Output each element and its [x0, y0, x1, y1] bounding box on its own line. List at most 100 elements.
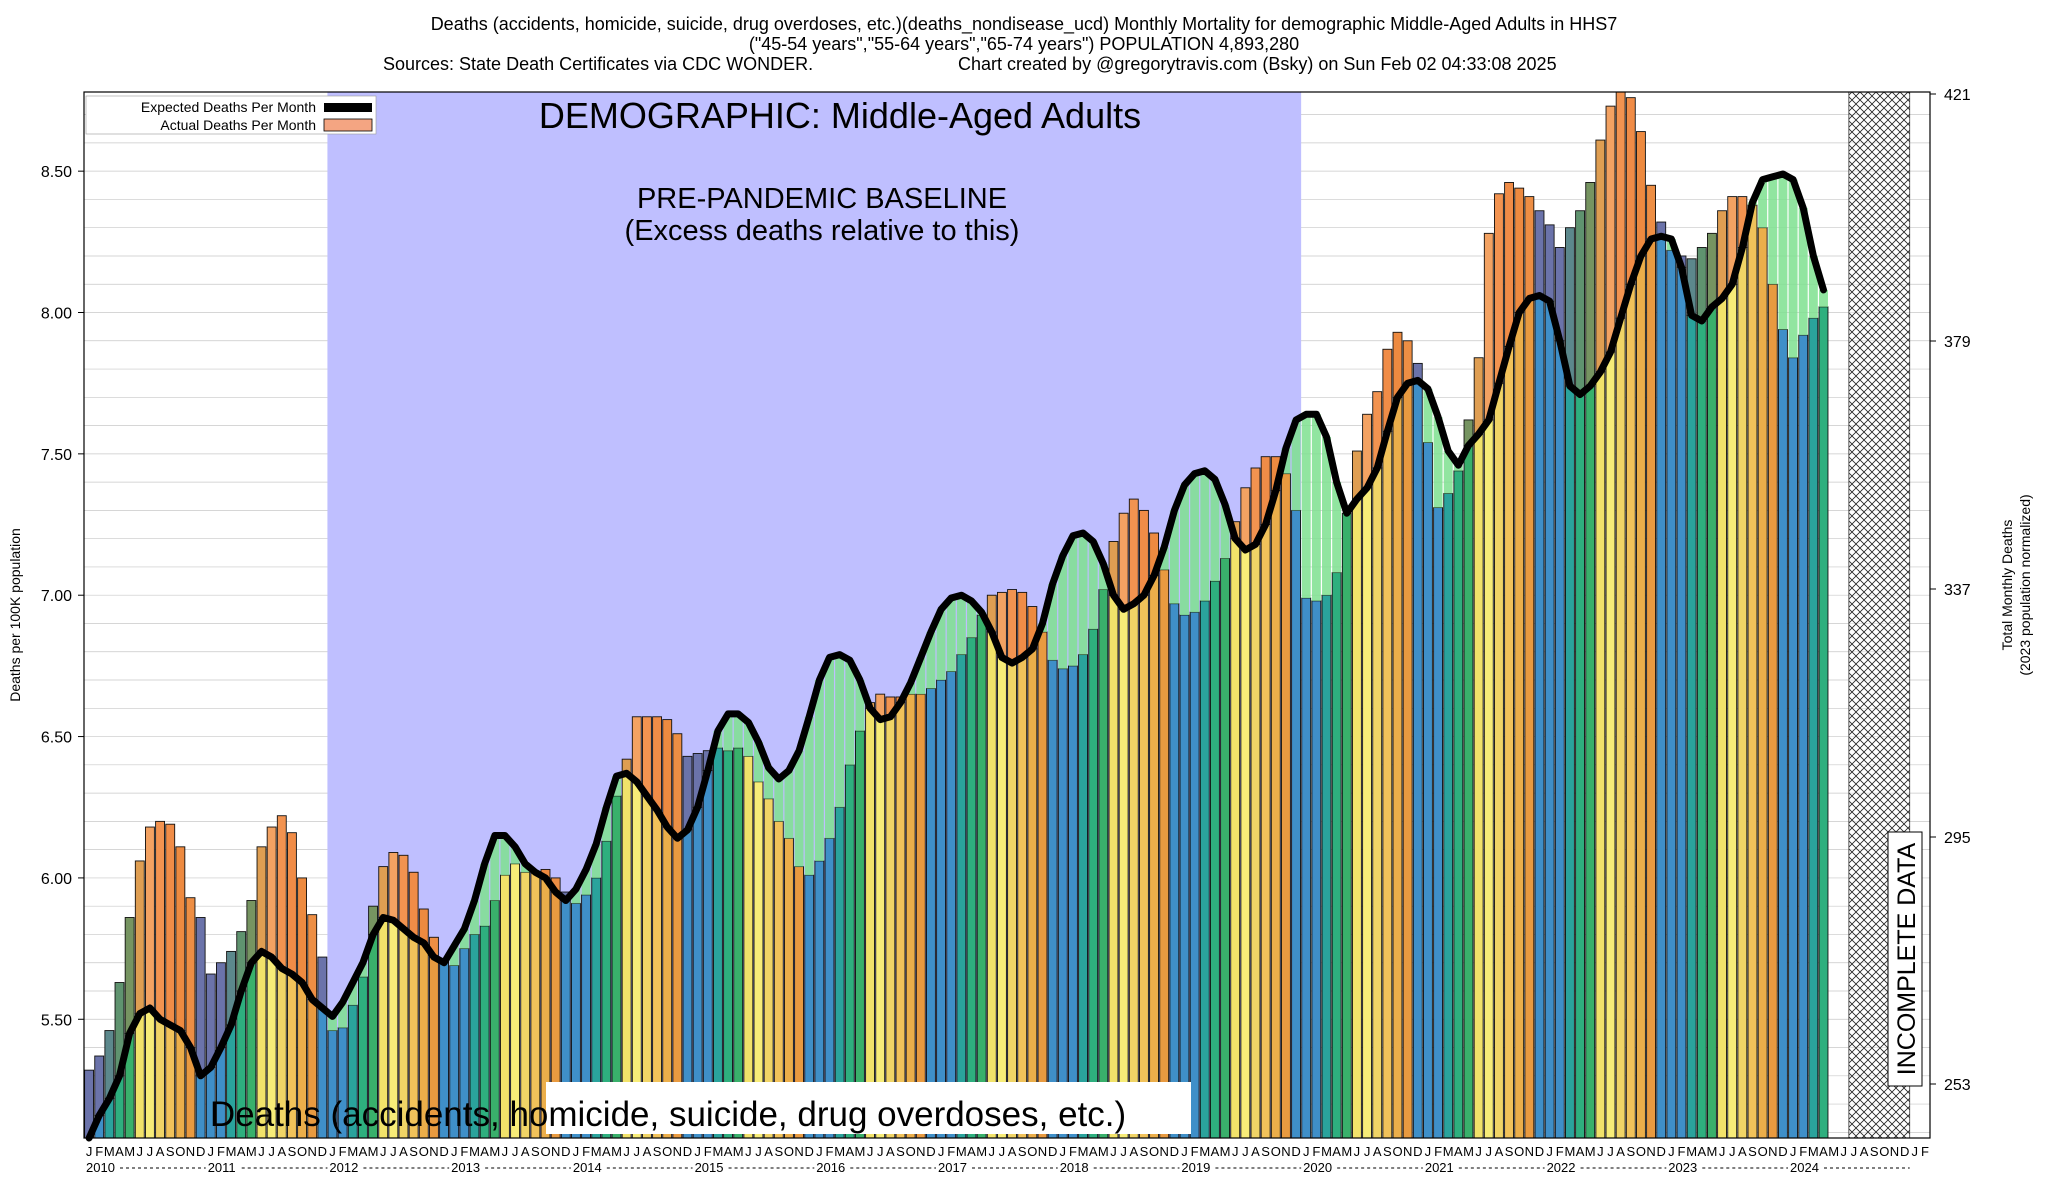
bar-111 [1210, 580, 1220, 1139]
deficit-fill-119 [1291, 419, 1301, 511]
month-label: S [531, 1144, 540, 1159]
month-label: M [1443, 1144, 1454, 1159]
bar-6 [145, 1007, 155, 1139]
bar-8 [165, 1024, 176, 1139]
excess-bar-148 [1585, 182, 1596, 387]
bar-167 [1778, 329, 1788, 1139]
month-label: A [1373, 1144, 1382, 1159]
deficit-fill-64 [733, 713, 743, 748]
month-label: D [561, 1144, 570, 1159]
deficit-fill-73 [825, 657, 834, 839]
excess-bar-54 [631, 716, 642, 783]
bar-166 [1767, 283, 1778, 1139]
deficit-fill-100 [1098, 564, 1108, 590]
excess-bar-160 [1707, 232, 1717, 308]
year-label: 2017 [938, 1160, 967, 1175]
month-label: M [834, 1144, 845, 1159]
bar-127 [1372, 467, 1383, 1139]
month-label: N [308, 1144, 317, 1159]
month-label: J [137, 1144, 144, 1159]
bar-102 [1118, 608, 1129, 1139]
month-label: N [673, 1144, 682, 1159]
excess-bar-149 [1595, 139, 1606, 373]
bar-129 [1392, 396, 1403, 1139]
deficit-fill-26 [348, 982, 358, 1006]
month-label: J [1181, 1144, 1188, 1159]
month-label: J [1120, 1144, 1127, 1159]
excess-bar-143 [1534, 210, 1545, 296]
bar-83 [926, 688, 936, 1139]
month-label: O [1636, 1144, 1646, 1159]
bar-123 [1331, 572, 1342, 1139]
incomplete-label-bg [1887, 831, 1923, 1087]
deficit-fill-85 [946, 598, 956, 672]
excess-bar-31 [398, 854, 409, 930]
month-label: M [855, 1144, 866, 1159]
bar-82 [915, 693, 926, 1139]
excess-bar-141 [1514, 187, 1525, 313]
month-label: J [877, 1144, 884, 1159]
month-label: M [733, 1144, 744, 1159]
month-label: F [1191, 1144, 1199, 1159]
excess-bar-11 [195, 917, 206, 1077]
legend-actual-swatch [323, 118, 373, 132]
month-label: A [399, 1144, 408, 1159]
month-label: D [1170, 1144, 1179, 1159]
deficit-fill-42 [510, 846, 520, 864]
month-label: J [1110, 1144, 1117, 1159]
month-label: O [906, 1144, 916, 1159]
month-label: N [429, 1144, 438, 1159]
month-label: O [784, 1144, 794, 1159]
month-label: J [380, 1144, 387, 1159]
bar-142 [1524, 297, 1535, 1139]
bar-117 [1270, 490, 1281, 1139]
month-label: S [1505, 1144, 1514, 1159]
excess-bar-29 [378, 866, 389, 918]
deficit-fill-166 [1768, 176, 1778, 285]
deficit-fill-171 [1819, 289, 1828, 307]
month-label: O [1514, 1144, 1524, 1159]
month-label: A [967, 1144, 976, 1159]
excess-bar-18 [266, 826, 277, 958]
y2-tick-label: 253 [1944, 1077, 1971, 1094]
bar-94 [1037, 631, 1048, 1139]
bar-116 [1260, 524, 1271, 1139]
bar-119 [1291, 509, 1301, 1139]
month-label: A [1089, 1144, 1098, 1159]
y-tick-label: 5.50 [41, 1012, 72, 1029]
month-label: A [1129, 1144, 1138, 1159]
month-label: J [329, 1144, 336, 1159]
excess-bar-8 [165, 823, 176, 1026]
month-label: J [745, 1144, 752, 1159]
deficit-fill-83 [926, 631, 936, 689]
month-label: J [1232, 1144, 1239, 1159]
bar-80 [895, 702, 906, 1139]
bar-103 [1128, 603, 1139, 1139]
bar-95 [1047, 659, 1058, 1139]
excess-bar-58 [672, 733, 683, 839]
month-label: A [277, 1144, 286, 1159]
month-label: M [1565, 1144, 1576, 1159]
month-label: A [1454, 1144, 1463, 1159]
month-label: D [1657, 1144, 1666, 1159]
bar-109 [1189, 611, 1200, 1139]
deficit-fill-68 [774, 778, 784, 822]
bar-150 [1605, 351, 1616, 1139]
bar-90 [997, 656, 1007, 1139]
bar-139 [1494, 382, 1504, 1139]
excess-bar-4 [124, 917, 135, 1034]
month-label: J [1060, 1144, 1067, 1159]
month-label: A [1860, 1144, 1869, 1159]
excess-bar-142 [1524, 196, 1535, 299]
excess-bar-91 [1007, 589, 1017, 664]
month-label: N [1160, 1144, 1169, 1159]
month-label: A [1738, 1144, 1747, 1159]
bar-84 [936, 679, 946, 1139]
month-label: S [288, 1144, 297, 1159]
bar-124 [1341, 512, 1352, 1139]
y2-tick-label: 295 [1944, 830, 1971, 847]
month-label: O [1392, 1144, 1402, 1159]
month-label: D [1535, 1144, 1544, 1159]
month-label: J [1425, 1144, 1432, 1159]
y2-tick-label: 379 [1944, 334, 1971, 351]
